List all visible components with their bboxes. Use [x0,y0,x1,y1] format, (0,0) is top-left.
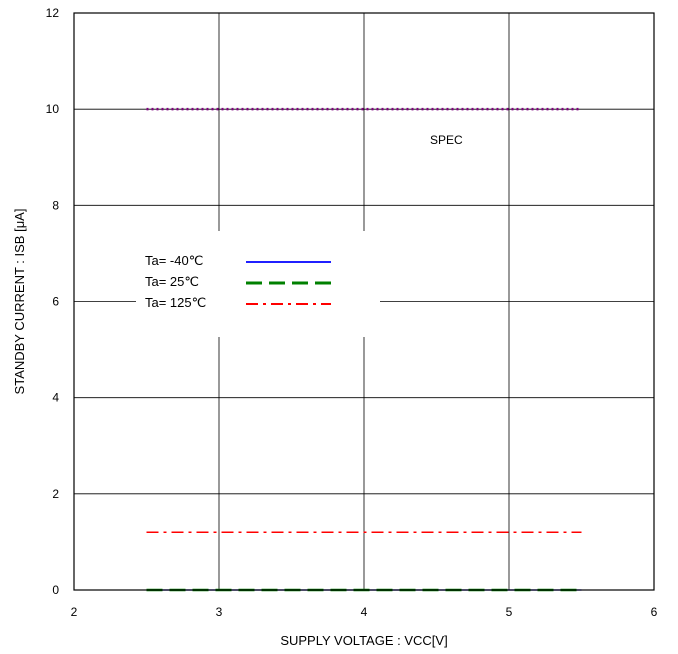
y-tick-label-3: 6 [52,295,59,309]
y-tick-label-5: 10 [46,102,60,116]
y-tick-label-1: 2 [52,487,59,501]
x-tick-labels: 2 3 4 5 6 [71,605,658,619]
legend-label-0: Ta= -40℃ [145,253,203,268]
y-tick-label-6: 12 [46,6,60,20]
spec-annotation: SPEC [430,133,463,147]
legend-label-1: Ta= 25℃ [145,274,199,289]
y-tick-labels: 0 2 4 6 8 10 12 [46,6,60,597]
x-tick-label-0: 2 [71,605,78,619]
legend: Ta= -40℃ Ta= 25℃ Ta= 125℃ [136,231,380,337]
x-tick-label-3: 5 [506,605,513,619]
legend-label-2: Ta= 125℃ [145,295,206,310]
y-tick-label-2: 4 [52,391,59,405]
x-axis-label: SUPPLY VOLTAGE : VCC[V] [280,633,447,648]
x-tick-label-2: 4 [361,605,368,619]
x-tick-label-4: 6 [651,605,658,619]
x-tick-label-1: 3 [216,605,223,619]
y-tick-label-4: 8 [52,198,59,212]
plot-frame [73,12,655,591]
y-axis-label: STANDBY CURRENT : ISB [μA] [12,209,27,395]
y-tick-label-0: 0 [52,583,59,597]
